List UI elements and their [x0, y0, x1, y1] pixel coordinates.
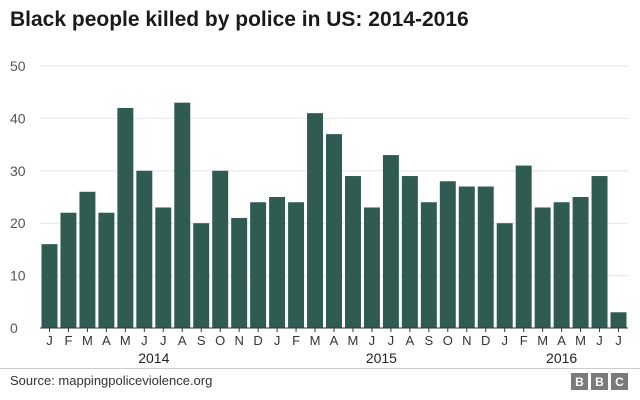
- logo-letter: B: [591, 373, 608, 390]
- x-tick-label: J: [501, 333, 508, 348]
- y-tick-label: 50: [10, 58, 26, 74]
- x-tick-label: J: [46, 333, 53, 348]
- year-label: 2016: [546, 350, 577, 366]
- bar: [344, 176, 361, 328]
- bar: [60, 212, 77, 328]
- x-tick-label: J: [274, 333, 281, 348]
- bar: [174, 102, 191, 329]
- bar: [231, 217, 248, 328]
- bar: [553, 202, 570, 328]
- bbc-logo: B B C: [571, 373, 628, 390]
- y-tick-label: 20: [10, 215, 26, 231]
- y-tick-label: 30: [10, 163, 26, 179]
- y-tick-label: 40: [10, 110, 26, 126]
- x-tick-label: J: [141, 333, 148, 348]
- bar: [250, 202, 267, 328]
- bar: [572, 197, 589, 328]
- logo-letter: B: [571, 373, 588, 390]
- bar: [515, 165, 532, 328]
- x-tick-label: A: [406, 333, 415, 348]
- x-tick-label: N: [462, 333, 471, 348]
- y-tick-label: 10: [10, 268, 26, 284]
- x-tick-label: J: [160, 333, 167, 348]
- bar: [610, 312, 627, 328]
- logo-letter: C: [611, 373, 628, 390]
- x-tick-label: A: [330, 333, 339, 348]
- x-tick-label: J: [615, 333, 622, 348]
- x-tick-label: M: [575, 333, 586, 348]
- bar: [117, 107, 134, 328]
- x-tick-label: N: [234, 333, 243, 348]
- bar: [307, 113, 324, 328]
- chart-title: Black people killed by police in US: 201…: [10, 8, 469, 31]
- bar: [591, 176, 608, 328]
- bar: [382, 155, 399, 328]
- bar: [439, 181, 456, 328]
- bar: [98, 212, 115, 328]
- source-divider: [0, 368, 640, 369]
- bar: [534, 207, 551, 328]
- bar: [477, 186, 494, 328]
- bar: [212, 170, 229, 328]
- x-tick-label: S: [197, 333, 206, 348]
- bar: [458, 186, 475, 328]
- x-tick-label: M: [348, 333, 359, 348]
- x-tick-label: S: [425, 333, 434, 348]
- bar: [363, 207, 380, 328]
- x-tick-label: A: [557, 333, 566, 348]
- x-tick-label: A: [102, 333, 111, 348]
- bar: [155, 207, 172, 328]
- bar: [401, 176, 418, 328]
- x-tick-label: M: [120, 333, 131, 348]
- x-tick-label: F: [64, 333, 72, 348]
- source-text: Source: mappingpoliceviolence.org: [10, 373, 213, 388]
- bar: [496, 223, 513, 328]
- x-tick-label: J: [369, 333, 376, 348]
- x-tick-label: F: [520, 333, 528, 348]
- x-tick-label: M: [537, 333, 548, 348]
- bar: [420, 202, 437, 328]
- year-label: 2015: [366, 350, 397, 366]
- x-tick-label: F: [292, 333, 300, 348]
- bar: [136, 170, 153, 328]
- x-tick-label: J: [596, 333, 603, 348]
- bar: [79, 191, 96, 328]
- x-tick-label: J: [388, 333, 395, 348]
- bar: [193, 223, 210, 328]
- bar: [326, 134, 342, 328]
- x-tick-label: O: [443, 333, 453, 348]
- year-label: 2014: [138, 350, 169, 366]
- x-tick-label: D: [481, 333, 490, 348]
- x-tick-label: M: [310, 333, 321, 348]
- x-tick-label: D: [253, 333, 262, 348]
- x-tick-label: M: [82, 333, 93, 348]
- y-tick-label: 0: [10, 320, 18, 336]
- x-tick-label: O: [215, 333, 225, 348]
- bar: [41, 244, 58, 328]
- x-tick-label: A: [178, 333, 187, 348]
- bar: [288, 202, 305, 328]
- bar: [269, 197, 286, 328]
